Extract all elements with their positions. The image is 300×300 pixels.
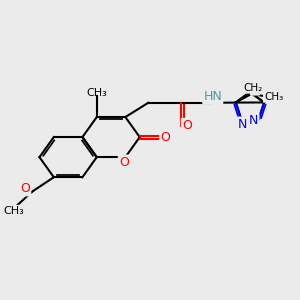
Text: O: O [160, 130, 170, 144]
Text: S: S [251, 81, 259, 94]
Text: CH₃: CH₃ [86, 88, 107, 98]
Text: CH₃: CH₃ [264, 92, 283, 102]
Text: N: N [238, 118, 247, 131]
Text: O: O [182, 119, 192, 132]
Text: CH₂: CH₂ [243, 82, 262, 92]
Text: N: N [249, 114, 258, 127]
Text: HN: HN [203, 90, 222, 103]
Text: CH₃: CH₃ [3, 206, 24, 216]
Text: O: O [119, 156, 129, 169]
Text: O: O [20, 182, 30, 195]
